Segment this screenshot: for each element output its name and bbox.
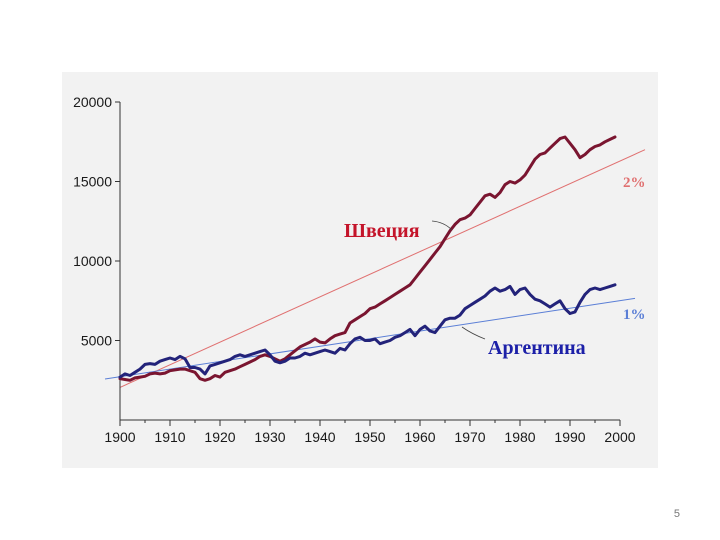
- y-tick-label: 20000: [73, 94, 112, 110]
- x-tick-label: 2000: [604, 429, 635, 445]
- trend-label-1pct: 1%: [623, 307, 646, 323]
- chart-panel: 5000 10000 15000 20000 1900 1910 1920 1930 1940…: [62, 72, 658, 468]
- x-tick-label: 1930: [254, 429, 285, 445]
- y-tick-label: 5000: [81, 333, 112, 349]
- trend-label-2pct: 2%: [623, 175, 646, 191]
- argentina-callout-line: [461, 326, 486, 340]
- sweden-callout-line: [431, 220, 453, 231]
- series-lines: [118, 135, 617, 382]
- x-tick-label: 1940: [304, 429, 335, 445]
- sweden-series-label: Швеция: [344, 220, 420, 242]
- argentina-series-label: Аргентина: [488, 337, 586, 359]
- x-tick-label: 1950: [354, 429, 385, 445]
- x-tick-label: 1980: [504, 429, 535, 445]
- y-tick-label: 10000: [73, 253, 112, 269]
- label-callouts: [431, 220, 486, 340]
- x-tick-label: 1920: [204, 429, 235, 445]
- gdp-chart: 5000 10000 15000 20000 1900 1910 1920 1930 1940…: [73, 94, 646, 445]
- x-ticks: 1900 1910 1920 1930 1940 1950 1960 1970 1980 1990…: [104, 420, 636, 445]
- x-tick-label: 1990: [554, 429, 585, 445]
- trend-lines: [104, 149, 646, 388]
- trend-line-1pct: [104, 297, 636, 380]
- argentina-series-line: [118, 283, 617, 379]
- x-tick-label: 1910: [154, 429, 185, 445]
- x-tick-label: 1900: [104, 429, 135, 445]
- slide-number: 5: [673, 508, 680, 520]
- y-ticks: 5000 10000 15000 20000: [73, 94, 120, 349]
- x-tick-label: 1970: [454, 429, 485, 445]
- sweden-series-line: [118, 135, 617, 382]
- y-tick-label: 15000: [73, 174, 112, 190]
- trend-line-2pct: [119, 149, 646, 388]
- x-tick-label: 1960: [404, 429, 435, 445]
